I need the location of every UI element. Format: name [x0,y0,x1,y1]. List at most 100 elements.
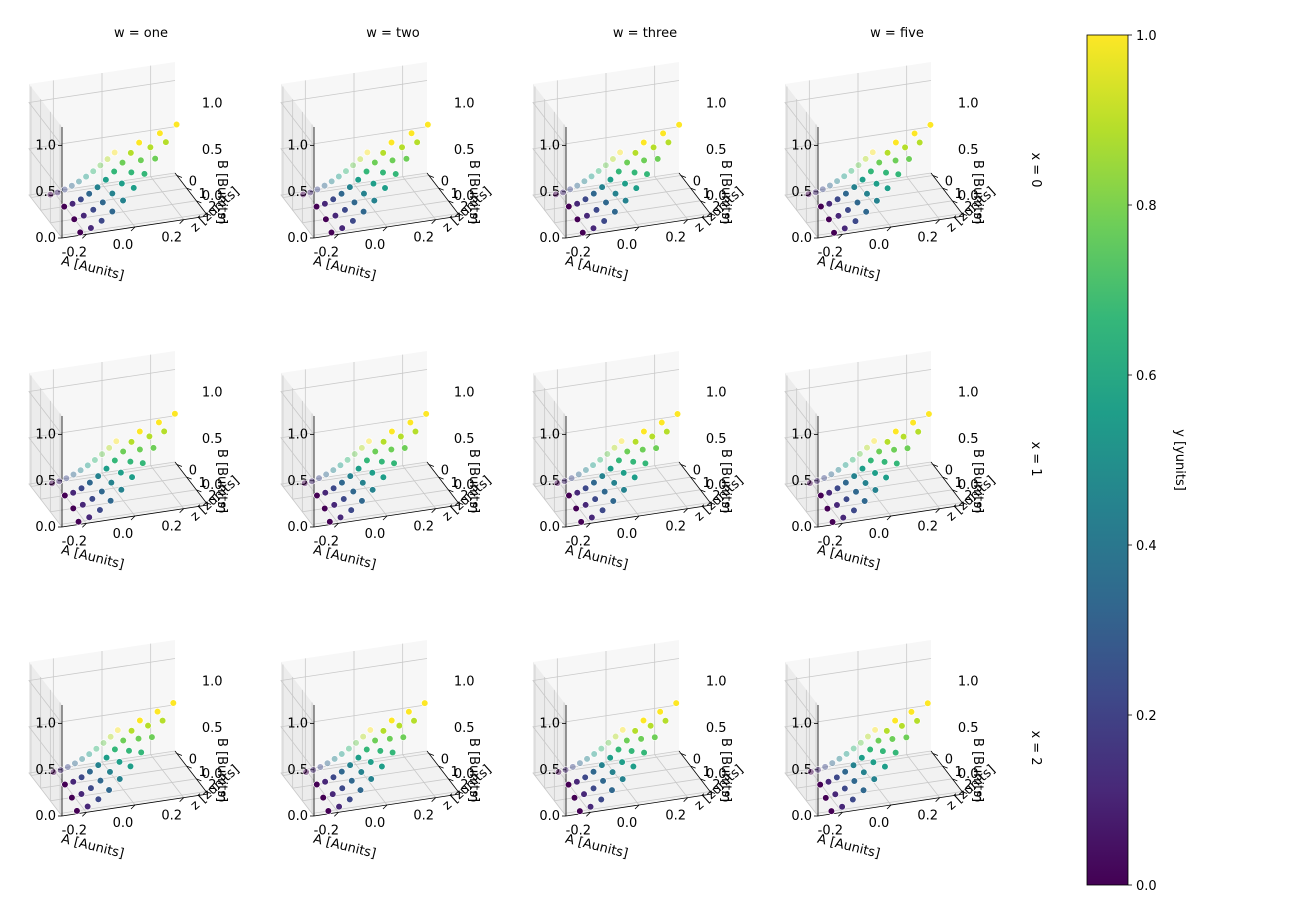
grid-line [532,461,680,528]
z-tick-label-right: 1.0 [706,675,727,690]
scatter-point [883,438,892,446]
scatter-point [608,786,616,794]
z-tick-label: 1.0 [35,428,56,443]
scatter-point [74,518,83,526]
scatter-point [564,780,573,789]
scatter-point [362,167,371,176]
scatter-point [324,807,332,815]
scatter-point [576,807,584,815]
z-tick-label-right: 0.5 [706,721,727,736]
z-tick-label: 1.0 [35,717,56,732]
x-tick [130,515,136,521]
scatter-point [69,504,77,512]
pane-side [29,373,62,527]
y-tick [428,175,435,178]
x-tick [431,219,436,224]
scatter-point [562,766,570,774]
scatter-point [77,790,86,798]
scatter-point [153,707,162,716]
z-tick-label: 0.0 [35,520,56,535]
grid-line [28,369,176,435]
y-tick-label: 2 [964,200,972,215]
z-tick-label: 1.0 [791,717,812,732]
x-tick-label: 0.0 [869,238,890,253]
x-tick-label: -0.2 [566,534,591,549]
x-tick [179,219,184,224]
z-axis-label: B [Bunits] [718,160,733,224]
scatter-point [841,461,850,469]
y-tick [680,175,687,178]
scatter-point [867,456,875,465]
x-axis-label: A [Aunits] [60,832,126,862]
scatter-point [338,479,346,487]
scatter-point [127,168,135,177]
x-tick [179,797,184,802]
scatter-point [368,469,376,477]
scatter-point [137,748,145,757]
x-tick-label: 0.2 [917,520,938,535]
scatter-point [894,170,902,178]
scatter-point [606,754,614,762]
z-tick-label-right: 0.0 [706,478,727,493]
scatter-point [608,768,617,776]
scatter-point [57,766,65,774]
y-tick [961,213,968,216]
scatter-point [833,195,842,203]
scatter-point [856,450,864,458]
scatter-point [369,179,378,188]
scatter-point [916,138,924,147]
scatter-point [85,750,93,758]
scatter-point [139,459,147,467]
scatter-point [582,501,590,509]
y-tick [961,791,968,794]
scatter-point [639,446,647,454]
scatter-point [421,699,429,707]
scatter-point [92,745,100,753]
y-tick [448,778,454,782]
z-tick-label-right: 1.0 [958,386,979,401]
y-tick-label: 2 [460,200,468,215]
scatter-point [94,795,102,803]
y-tick [457,213,464,216]
scatter-point [118,158,127,167]
x-tick [130,226,136,232]
y-tick-label: 1 [451,476,459,491]
scatter-point [148,733,156,741]
scatter-point [411,427,420,436]
scatter-point [146,143,154,151]
pane-side [533,373,566,527]
scatter-point [86,479,94,487]
x-tick [431,508,436,513]
scatter-point [590,190,598,198]
scatter-point [888,735,896,743]
scatter-point [652,444,660,452]
scatter-point [631,473,639,481]
pane-side [281,662,314,816]
grid-line [28,658,176,724]
y-tick-label: 1 [451,765,459,780]
scatter-point [831,790,839,798]
y-tick [176,753,183,756]
scatter-point [598,506,607,514]
scatter-point [825,489,833,497]
scatter-point [586,803,595,811]
z-tick-label-right: 0.5 [202,432,223,447]
scatter-point [598,183,606,191]
scatter-point [313,491,321,500]
scatter-point [619,726,627,734]
scatter-point [76,228,84,237]
y-tick [932,464,939,467]
scatter-point [554,768,563,776]
scatter-point [601,488,609,496]
scatter-point [812,188,820,196]
scatter-point [892,427,900,436]
scatter-point [398,143,406,151]
scatter-point [376,747,384,755]
z-tick-label-right: 0.0 [454,767,475,782]
x-tick [886,515,892,521]
scatter-point [85,513,93,521]
